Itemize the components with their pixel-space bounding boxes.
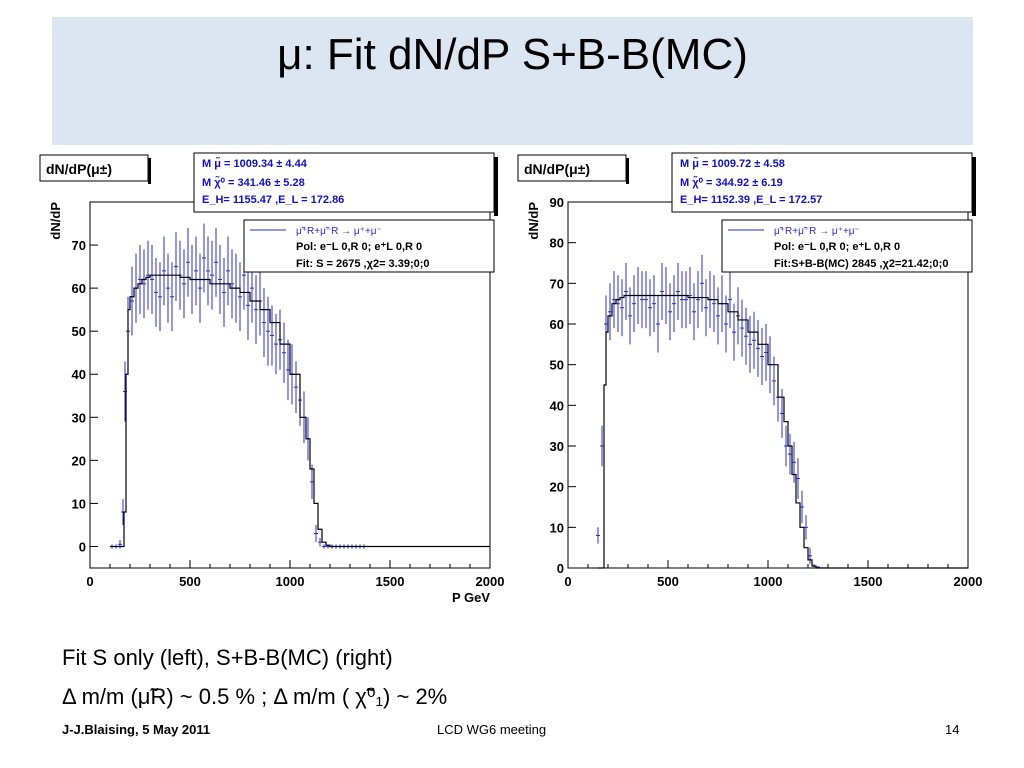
legend-frame — [721, 219, 973, 273]
y-tick-label: 0 — [79, 539, 86, 554]
fit-curve — [110, 274, 490, 548]
x-tick-label: 1000 — [754, 574, 783, 589]
y-tick-label: 10 — [72, 496, 86, 511]
x-tick-label: 500 — [657, 574, 679, 589]
footer-meeting: LCD WG6 meeting — [437, 722, 547, 737]
y-axis-label: dN/dP — [48, 202, 63, 240]
x-tick-label: 1000 — [276, 574, 305, 589]
y-tick-label: 90 — [550, 195, 564, 210]
legend-box: μ̃⁺R+μ̃⁻R → μ⁺+μ⁻ Pol: e⁻L 0,R 0; e⁺L 0,R… — [243, 219, 495, 273]
title-box-shadow — [148, 158, 151, 184]
stats-line: M χ̃⁰ = 341.46 ± 5.28 — [202, 176, 305, 189]
y-tick-label: 20 — [72, 453, 86, 468]
caption-line-2: Δ m/m (μ̃R) ~ 0.5 % ; Δ m/m ( χ̃⁰₁) ~ 2% — [62, 684, 448, 709]
title-box-shadow — [626, 158, 629, 184]
stats-box-frame — [193, 152, 495, 213]
legend-process: μ̃⁺R+μ̃⁻R → μ⁺+μ⁻ — [296, 226, 382, 237]
x-tick-label: 1500 — [854, 574, 883, 589]
y-tick-label: 40 — [72, 367, 86, 382]
legend-fit: Fit:S+B-B(MC) 2845 ,χ2=21.42;0;0 — [774, 258, 948, 270]
footer-author: J-J.Blaising, 5 May 2011 — [62, 722, 211, 737]
stats-line: M μ̃ = 1009.34 ± 4.44 — [202, 157, 308, 170]
y-tick-label: 30 — [72, 410, 86, 425]
stats-line: E_H= 1155.47 ,E_L = 172.86 — [202, 194, 344, 206]
title-band — [52, 17, 973, 145]
stats-box: M μ̃ = 1009.34 ± 4.44 M χ̃⁰ = 341.46 ± 5.… — [193, 152, 498, 216]
y-tick-label: 20 — [550, 480, 564, 495]
legend-polarization: Pol: e⁻L 0,R 0; e⁺L 0,R 0 — [296, 241, 422, 253]
legend-box: μ̃⁺R+μ̃⁻R → μ⁺+μ⁻ Pol: e⁻L 0,R 0; e⁺L 0,R… — [721, 219, 973, 273]
stats-box: M μ̃ = 1009.72 ± 4.58 M χ̃⁰ = 344.92 ± 6.… — [671, 152, 976, 216]
y-tick-label: 30 — [550, 439, 564, 454]
fit-curve — [598, 294, 968, 569]
legend-fit: Fit: S = 2675 ,χ2= 3.39;0;0 — [296, 258, 430, 270]
x-axis-label: P GeV — [452, 590, 490, 605]
histogram-title-box: dN/dP(μ±) — [517, 154, 629, 184]
stats-box-shadow — [972, 157, 976, 216]
slide-title: μ: Fit dN/dP S+B-B(MC) — [277, 30, 748, 79]
x-tick-label: 2000 — [954, 574, 983, 589]
y-tick-label: 60 — [550, 317, 564, 332]
stats-box-frame — [671, 152, 973, 213]
caption-line-1: Fit S only (left), S+B-B(MC) (right) — [62, 645, 393, 670]
histogram-right: 0 500 1000 1500 2000 0 10 20 30 40 50 60 70 80 90 dN/dP… — [517, 152, 983, 589]
x-tick-label: 2000 — [476, 574, 505, 589]
y-tick-label: 70 — [72, 238, 86, 253]
stats-box-shadow — [494, 157, 498, 216]
stats-line: M μ̃ = 1009.72 ± 4.58 — [680, 157, 785, 170]
y-tick-label: 50 — [550, 358, 564, 373]
x-tick-label: 0 — [564, 574, 571, 589]
stats-line: M χ̃⁰ = 344.92 ± 6.19 — [680, 176, 783, 189]
legend-frame — [243, 219, 495, 273]
y-tick-label: 40 — [550, 398, 564, 413]
histogram-title-box: dN/dP(μ±) — [39, 154, 151, 184]
y-tick-label: 60 — [72, 281, 86, 296]
y-tick-label: 0 — [557, 561, 564, 576]
y-tick-label: 10 — [550, 520, 564, 535]
title-box-frame — [517, 154, 627, 182]
histogram-left: 0 500 1000 1500 2000 0 10 20 30 40 50 60 70 P GeV dN/d… — [39, 152, 505, 605]
x-tick-label: 500 — [179, 574, 201, 589]
y-tick-label: 70 — [550, 276, 564, 291]
legend-process: μ̃⁺R+μ̃⁻R → μ⁺+μ⁻ — [774, 226, 860, 237]
y-tick-label: 80 — [550, 236, 564, 251]
legend-polarization: Pol: e⁻L 0,R 0; e⁺L 0,R 0 — [774, 241, 900, 253]
stats-line: E_H= 1152.39 ,E_L = 172.57 — [680, 194, 822, 206]
x-tick-label: 0 — [86, 574, 93, 589]
x-tick-label: 1500 — [376, 574, 405, 589]
histogram-title: dN/dP(μ±) — [46, 161, 112, 177]
y-axis-label: dN/dP — [526, 202, 541, 240]
y-tick-label: 50 — [72, 324, 86, 339]
footer-page-number: 14 — [945, 722, 960, 737]
histogram-title: dN/dP(μ±) — [524, 161, 590, 177]
